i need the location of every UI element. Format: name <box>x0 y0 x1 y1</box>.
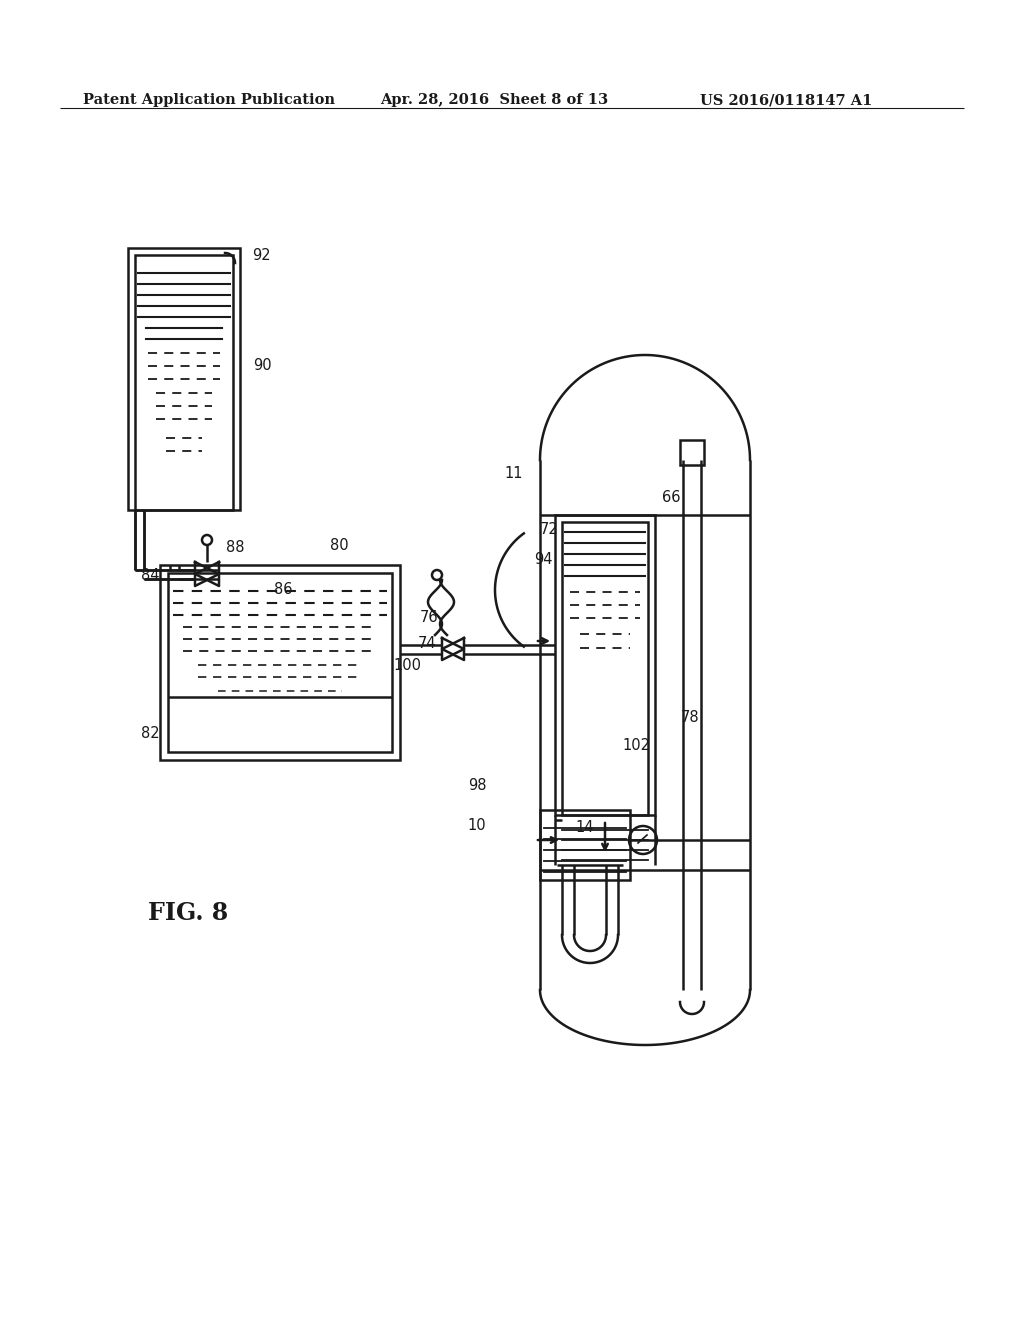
Text: 102: 102 <box>622 738 650 752</box>
Text: 72: 72 <box>540 523 559 537</box>
Bar <box>562 521 648 814</box>
Text: 82: 82 <box>141 726 160 741</box>
Text: 94: 94 <box>534 553 553 568</box>
Bar <box>680 440 705 465</box>
Text: 92: 92 <box>252 248 270 263</box>
Text: Apr. 28, 2016  Sheet 8 of 13: Apr. 28, 2016 Sheet 8 of 13 <box>380 92 608 107</box>
Bar <box>555 515 655 814</box>
Text: 78: 78 <box>681 710 699 726</box>
Text: Patent Application Publication: Patent Application Publication <box>83 92 335 107</box>
Text: US 2016/0118147 A1: US 2016/0118147 A1 <box>700 92 872 107</box>
Bar <box>160 565 400 760</box>
Bar <box>128 248 240 510</box>
Text: 10: 10 <box>467 818 485 833</box>
Text: 76: 76 <box>420 610 438 626</box>
Text: 90: 90 <box>253 358 271 372</box>
Bar <box>135 255 233 510</box>
Bar <box>540 810 630 880</box>
Text: 98: 98 <box>468 779 486 793</box>
Text: 88: 88 <box>226 540 245 554</box>
Text: 66: 66 <box>662 490 681 504</box>
Text: 100: 100 <box>393 657 421 672</box>
Bar <box>168 573 392 752</box>
Text: FIG. 8: FIG. 8 <box>148 902 228 925</box>
Text: 74: 74 <box>418 635 436 651</box>
Text: 11: 11 <box>504 466 522 480</box>
Text: 80: 80 <box>330 537 348 553</box>
Text: 84: 84 <box>141 568 160 582</box>
Text: 14: 14 <box>575 821 594 836</box>
Text: 86: 86 <box>274 582 293 598</box>
